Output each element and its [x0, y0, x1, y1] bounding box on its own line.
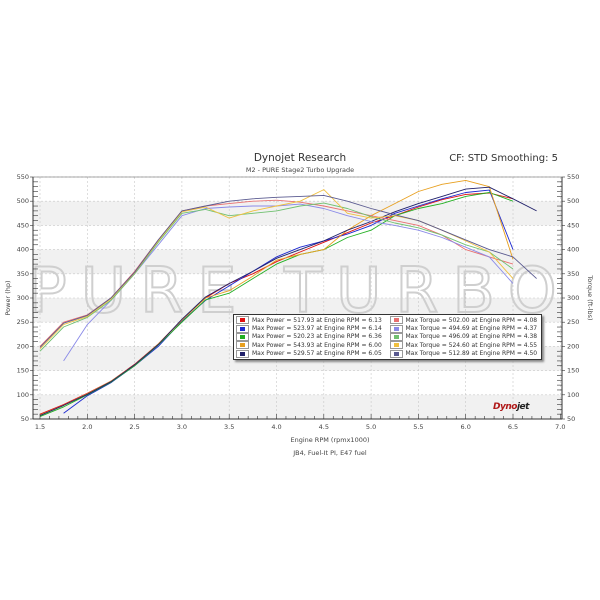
torque-curve [39, 202, 514, 352]
y2-tick-label: 450 [567, 221, 579, 229]
y2-tick-label: 550 [567, 173, 579, 181]
y-tick-label: 400 [17, 246, 29, 254]
legend-swatch [389, 316, 403, 325]
y-tick-label: 50 [21, 415, 29, 423]
legend-swatch [389, 349, 403, 358]
legend-label: Max Torque = 496.09 at Engine RPM = 4.38 [405, 333, 538, 341]
y-axis-label: Power (hp) [4, 280, 12, 315]
y-tick-label: 100 [17, 391, 29, 399]
x-tick-label: 1.5 [35, 423, 45, 431]
y2-tick-label: 150 [567, 367, 579, 375]
legend-label: Max Torque = 502.00 at Engine RPM = 4.08 [405, 316, 538, 324]
legend-swatch [389, 332, 403, 341]
y2-axis-label: Torque (ft-lbs) [586, 274, 594, 320]
x-tick-label: 7.0 [555, 423, 565, 431]
legend-entry: Max Power = 523.97 at Engine RPM = 6.14 [234, 324, 388, 333]
x-tick-label: 6.5 [508, 423, 518, 431]
legend-label: Max Power = 529.57 at Engine RPM = 6.05 [252, 350, 382, 358]
legend-power-column: Max Power = 517.93 at Engine RPM = 6.13 M… [234, 315, 388, 359]
legend-swatch [236, 349, 249, 358]
legend-swatch [236, 341, 249, 350]
x-tick-label: 3.0 [177, 423, 187, 431]
x-tick-label: 5.5 [413, 423, 423, 431]
legend-swatch [236, 332, 249, 341]
legend-torque-column: Max Torque = 502.00 at Engine RPM = 4.08… [388, 315, 542, 359]
x-tick-label: 6.0 [461, 423, 471, 431]
y2-tick-label: 200 [567, 342, 579, 350]
y2-tick-label: 400 [567, 246, 579, 254]
y2-tick-label: 100 [567, 391, 579, 399]
y-tick-label: 450 [17, 221, 29, 229]
y2-tick-label: 50 [567, 415, 575, 423]
legend-swatch [236, 316, 249, 325]
legend-label: Max Power = 543.93 at Engine RPM = 6.00 [252, 341, 382, 349]
legend-swatch [389, 324, 403, 333]
chart-subtitle: M2 - PURE Stage2 Turbo Upgrade [245, 166, 355, 174]
legend-entry: Max Torque = 524.60 at Engine RPM = 4.55 [388, 341, 542, 350]
legend-label: Max Power = 523.97 at Engine RPM = 6.14 [252, 325, 382, 333]
legend-entry: Max Power = 517.93 at Engine RPM = 6.13 [234, 316, 388, 325]
legend-entry: Max Torque = 494.69 at Engine RPM = 4.37 [388, 324, 542, 333]
legend-entry: Max Torque = 496.09 at Engine RPM = 4.38 [388, 332, 542, 341]
chart-title: Dynojet Research [253, 152, 347, 164]
y-tick-label: 350 [17, 270, 29, 278]
y-tick-label: 150 [17, 367, 29, 375]
y2-tick-label: 250 [567, 318, 579, 326]
dynojet-logo: Dynojet [493, 402, 529, 412]
x-tick-label: 3.5 [224, 423, 234, 431]
y2-tick-label: 300 [567, 294, 579, 302]
y2-tick-label: 500 [567, 197, 579, 205]
x-tick-label: 4.0 [271, 423, 281, 431]
y-tick-label: 550 [17, 173, 29, 181]
legend-swatch [236, 324, 249, 333]
y-tick-label: 300 [17, 294, 29, 302]
legend-entry: Max Torque = 512.89 at Engine RPM = 4.50 [388, 349, 542, 358]
power-curve [39, 186, 537, 417]
legend-swatch [389, 341, 403, 350]
legend-label: Max Power = 520.23 at Engine RPM = 6.36 [252, 333, 382, 341]
legend: Max Power = 517.93 at Engine RPM = 6.13 M… [233, 314, 542, 360]
legend-entry: Max Torque = 502.00 at Engine RPM = 4.08 [388, 316, 542, 325]
torque-curve [39, 194, 537, 348]
legend-entry: Max Power = 529.57 at Engine RPM = 6.05 [234, 349, 388, 358]
y-tick-label: 250 [17, 318, 29, 326]
y2-tick-label: 350 [567, 270, 579, 278]
power-curve [39, 192, 514, 418]
x-axis-label: Engine RPM (rpmx1000) [290, 436, 370, 444]
legend-label: Max Torque = 494.69 at Engine RPM = 4.37 [405, 325, 538, 333]
y-tick-label: 200 [17, 342, 29, 350]
x-tick-label: 2.5 [129, 423, 139, 431]
x-tick-label: 2.0 [82, 423, 92, 431]
y-tick-label: 500 [17, 197, 29, 205]
legend-label: Max Torque = 512.89 at Engine RPM = 4.50 [405, 350, 538, 358]
legend-entry: Max Power = 520.23 at Engine RPM = 6.36 [234, 332, 388, 341]
legend-entry: Max Power = 543.93 at Engine RPM = 6.00 [234, 341, 388, 350]
legend-label: Max Torque = 524.60 at Engine RPM = 4.55 [405, 341, 538, 349]
footer-note: JB4, Fuel-It PI, E47 fuel [293, 449, 367, 457]
correction-factor-label: CF: STD Smoothing: 5 [449, 153, 558, 164]
legend-label: Max Power = 517.93 at Engine RPM = 6.13 [252, 316, 382, 324]
x-tick-label: 4.5 [319, 423, 329, 431]
x-tick-label: 5.0 [366, 423, 376, 431]
